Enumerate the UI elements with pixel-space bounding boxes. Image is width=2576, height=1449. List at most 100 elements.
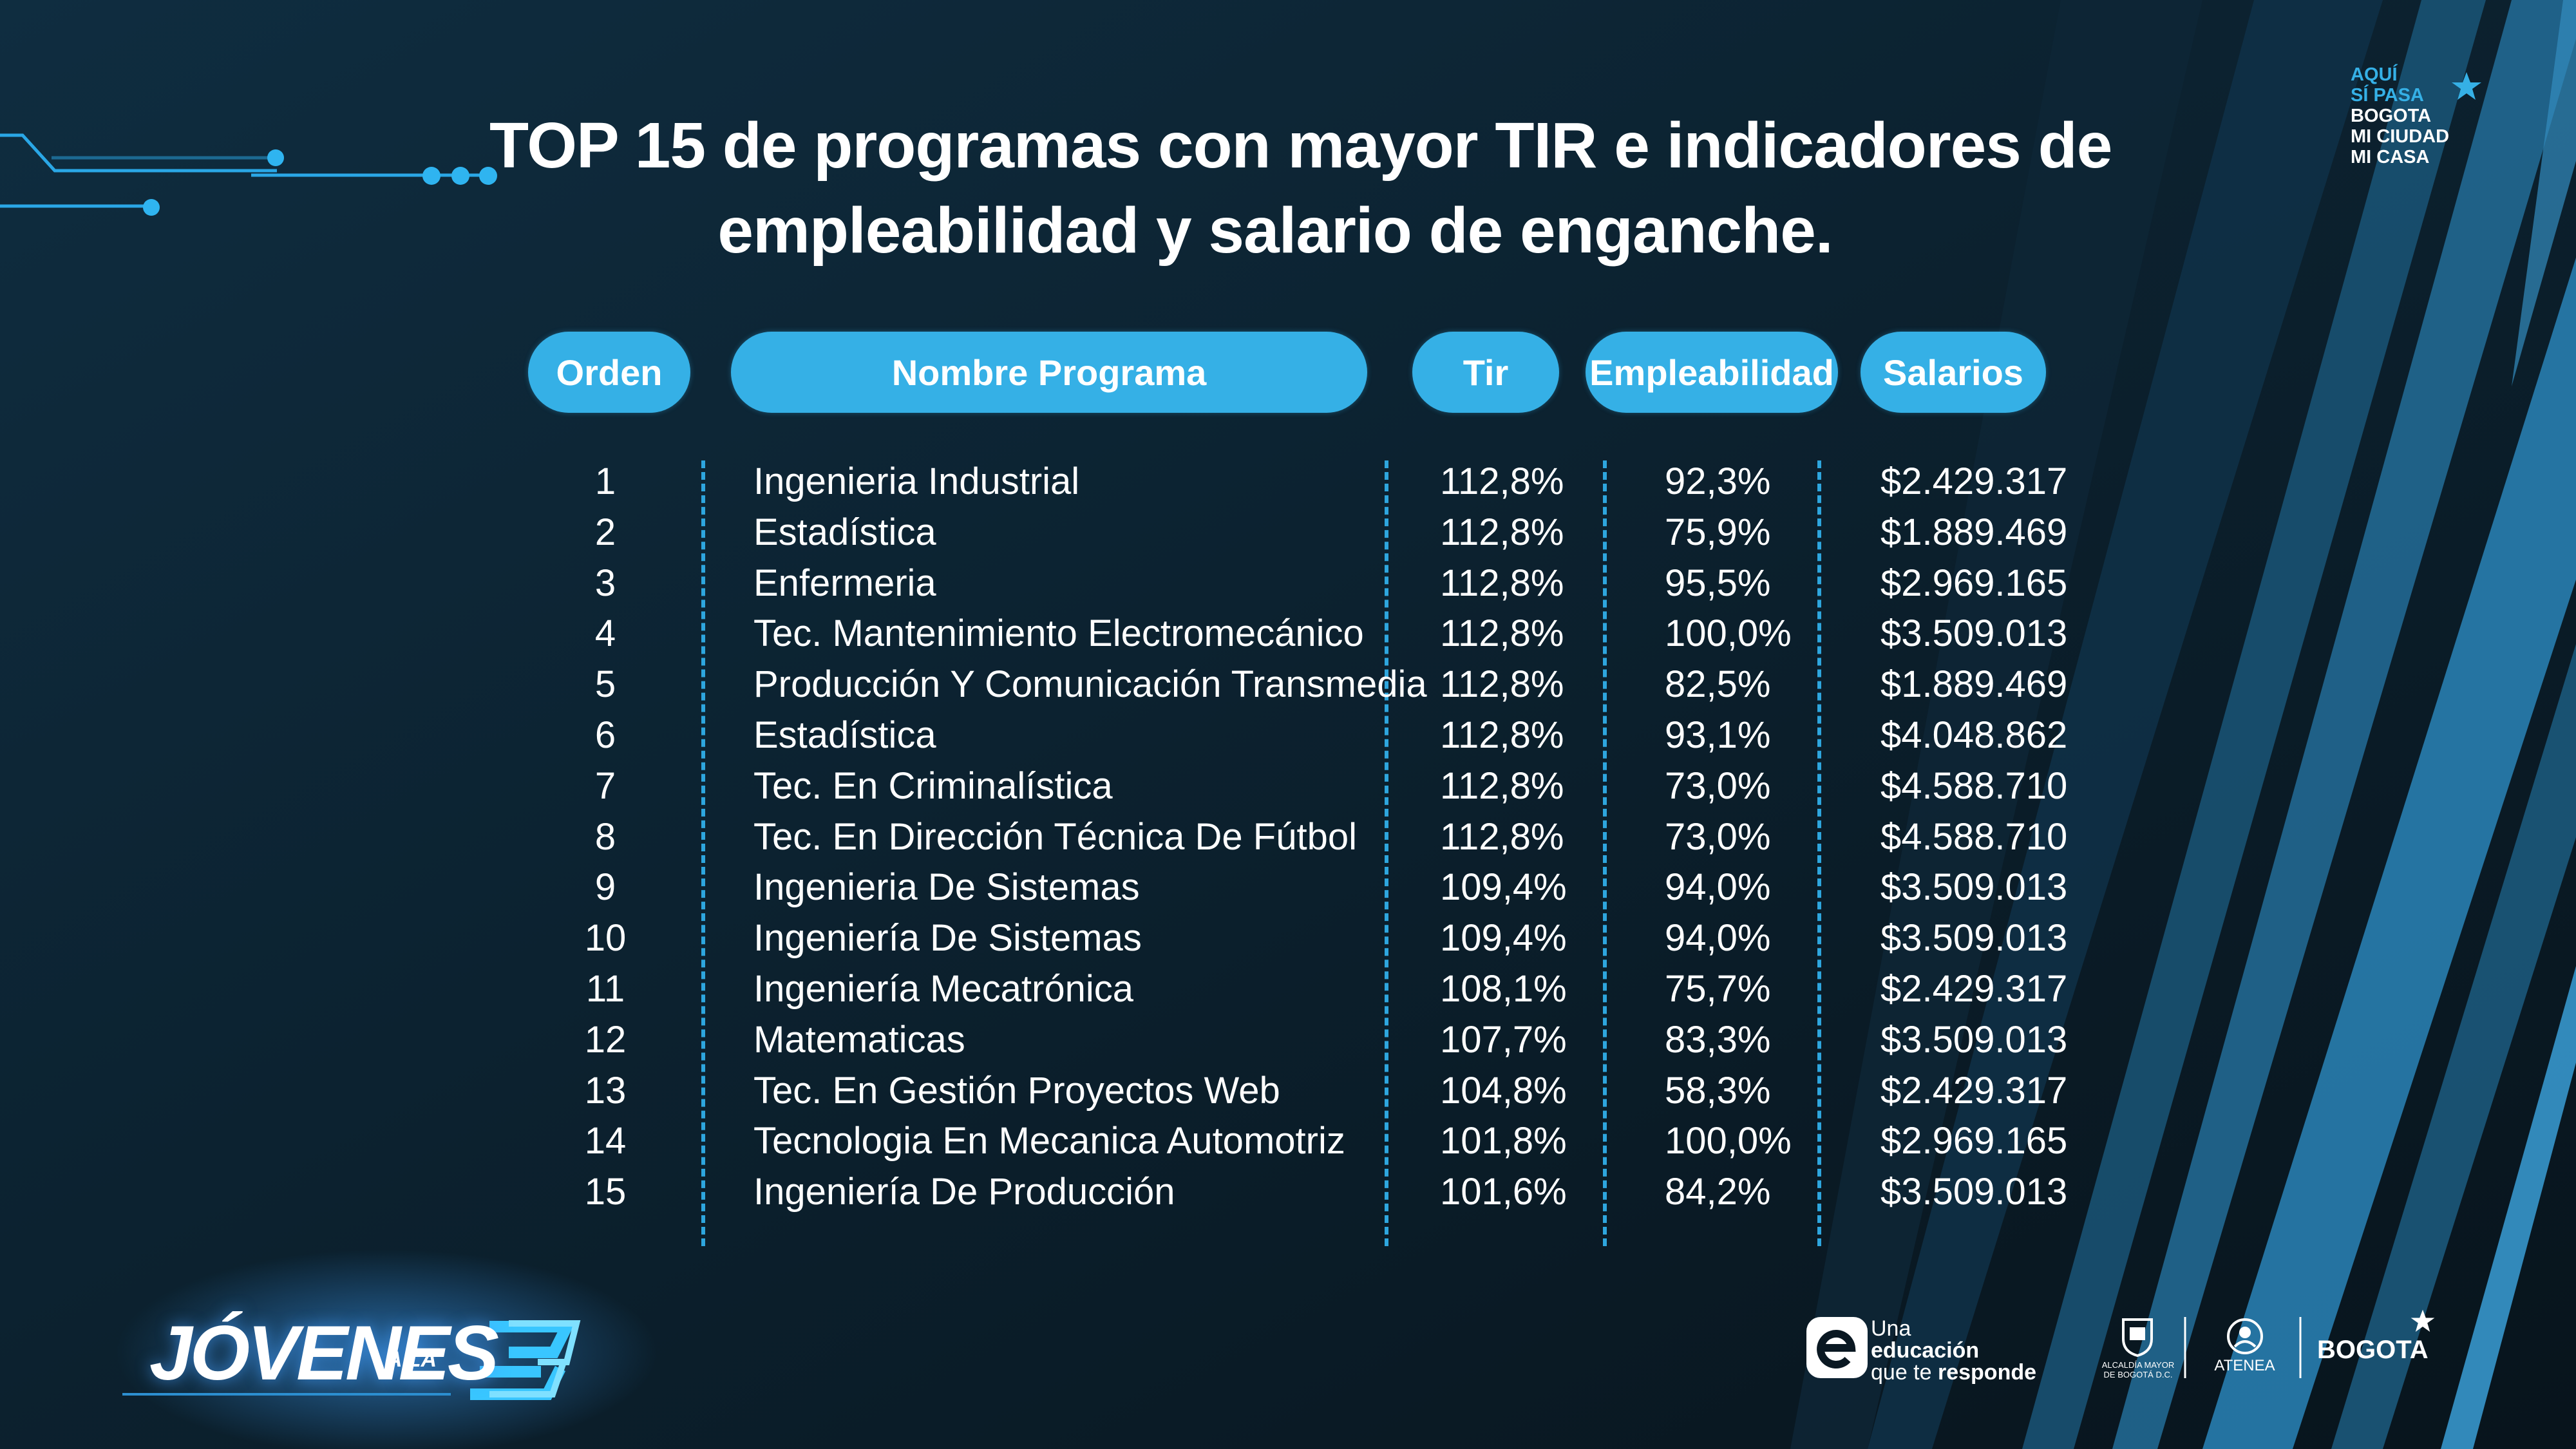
table-row: 15 Ingeniería De Producción 101,6% 84,2% $3.… [0,1166,2576,1217]
cell-empleabilidad: 94,0% [1665,917,1771,960]
table-row: 11 Ingeniería Mecatrónica 108,1% 75,7% $2.42… [0,963,2576,1014]
e-logo-icon [1806,1317,1868,1378]
jovenes-logo: JÓVENES [149,1310,499,1396]
cell-nombre-programa: Tec. En Criminalística [753,764,1113,807]
cell-tir: 109,4% [1440,917,1567,960]
cell-nombre-programa: Tec. Mantenimiento Electromecánico [753,612,1364,655]
cell-orden: 1 [594,460,616,502]
table-row: 13 Tec. En Gestión Proyectos Web 104,8% 58,… [0,1065,2576,1116]
cell-tir: 104,8% [1440,1069,1567,1112]
diagonal-stripes [1790,0,2576,1449]
header-empleabilidad: Empleabilidad [1586,332,1838,413]
column-divider [1817,460,1821,1246]
cell-salario: $3.509.013 [1880,1171,2068,1213]
logo-text: MI CIUDAD [2351,126,2450,147]
cell-orden: 8 [594,815,616,858]
cell-orden: 7 [594,764,616,807]
cell-empleabilidad: 73,0% [1665,764,1771,807]
column-divider [701,460,705,1246]
cell-nombre-programa: Ingenieria Industrial [753,460,1080,502]
aqui-si-pasa-bogota-logo: AQUÍ SÍ PASA BOGOTA MI CIUDAD MI CASA [2351,64,2486,180]
table-row: 9 Ingenieria De Sistemas 109,4% 94,0% $3.509… [0,862,2576,913]
cell-salario: $1.889.469 [1880,511,2068,553]
cell-tir: 101,8% [1440,1120,1567,1162]
slogan-line: responde [1937,1360,2037,1385]
cell-tir: 107,7% [1440,1018,1567,1061]
table-row: 3 Enfermeria 112,8% 95,5% $2.969.165 [0,558,2576,609]
cell-salario: $2.429.317 [1880,460,2068,502]
cell-nombre-programa: Estadística [753,511,936,553]
cell-empleabilidad: 82,5% [1665,663,1771,706]
table-row: 1 Ingenieria Industrial 112,8% 92,3% $2.429.… [0,456,2576,507]
atenea-emblem-icon [2227,1318,2263,1354]
cell-nombre-programa: Tecnologia En Mecanica Automotriz [753,1120,1345,1162]
table-row: 10 Ingeniería De Sistemas 109,4% 94,0% $3.50… [0,913,2576,963]
star-icon [2452,72,2481,100]
cell-empleabilidad: 58,3% [1665,1069,1771,1112]
table-row: 4 Tec. Mantenimiento Electromecánico 112,8… [0,608,2576,659]
cell-salario: $3.509.013 [1880,612,2068,655]
cell-empleabilidad: 83,3% [1665,1018,1771,1061]
page-title: TOP 15 de programas con mayor TIR e indi… [489,103,2112,273]
cell-orden: 4 [594,612,616,655]
slogan-line: Una [1871,1316,1911,1341]
logo-text: BOGOTA [2351,106,2432,126]
cell-salario: $3.509.013 [1880,866,2068,909]
cell-empleabilidad: 94,0% [1665,866,1771,909]
cell-nombre-programa: Producción Y Comunicación Transmedia [753,663,1427,706]
cell-salario: $3.509.013 [1880,917,2068,960]
table-row: 14 Tecnologia En Mecanica Automotriz 101,8… [0,1115,2576,1166]
alcaldia-text: DE BOGOTÁ D.C. [2103,1370,2173,1379]
cell-nombre-programa: Ingeniería Mecatrónica [753,968,1133,1010]
cell-orden: 6 [594,714,616,756]
cell-empleabilidad: 73,0% [1665,815,1771,858]
cell-salario: $3.509.013 [1880,1018,2068,1061]
title-line-2: empleabilidad y salario de enganche. [717,194,1833,267]
table-row: 2 Estadística 112,8% 75,9% $1.889.469 [0,507,2576,558]
cell-orden: 13 [584,1069,627,1112]
table-row: 7 Tec. En Criminalística 112,8% 73,0% $4.588… [0,761,2576,811]
header-tir: Tir [1412,332,1559,413]
logo-text: AQUÍ [2351,64,2398,85]
slogan-line: que te [1871,1360,1932,1385]
cell-nombre-programa: Tec. En Gestión Proyectos Web [753,1069,1280,1112]
cell-tir: 112,8% [1440,764,1564,807]
star-icon [2410,1309,2435,1332]
cell-orden: 15 [584,1171,627,1213]
cell-salario: $2.429.317 [1880,1069,2068,1112]
cell-tir: 112,8% [1440,612,1564,655]
cell-empleabilidad: 100,0% [1665,612,1792,655]
title-line-1: TOP 15 de programas con mayor TIR e indi… [489,109,2112,182]
table-row: 8 Tec. En Dirección Técnica De Fútbol 112,… [0,811,2576,862]
cell-nombre-programa: Ingeniería De Sistemas [753,917,1142,960]
cell-empleabilidad: 95,5% [1665,562,1771,604]
e3-logo-shape [470,1320,581,1400]
header-nombre-programa: Nombre Programa [731,332,1367,413]
jovenes-logo-a-la: A LA [386,1347,437,1372]
cell-salario: $1.889.469 [1880,663,2068,706]
cell-salario: $4.588.710 [1880,815,2068,858]
slogan-line: educación [1871,1338,1980,1363]
alcaldia-text: ALCALDÍA MAYOR [2101,1360,2175,1370]
cell-orden: 14 [584,1120,627,1162]
cell-nombre-programa: Tec. En Dirección Técnica De Fútbol [753,815,1358,858]
cell-salario: $2.969.165 [1880,562,2068,604]
column-divider [1603,460,1607,1246]
table-row: 12 Matematicas 107,7% 83,3% $3.509.013 [0,1014,2576,1065]
logo-text: SÍ PASA [2351,85,2424,106]
education-logo [1806,1317,1868,1381]
cell-nombre-programa: Matematicas [753,1018,965,1061]
cell-tir: 112,8% [1440,511,1564,553]
column-divider [1385,460,1388,1246]
cell-tir: 112,8% [1440,714,1564,756]
cell-orden: 2 [594,511,616,553]
cell-nombre-programa: Enfermeria [753,562,936,604]
header-orden: Orden [528,332,690,413]
cell-orden: 3 [594,562,616,604]
education-slogan: Una educación que te responde [1871,1318,2036,1383]
circuit-lines [0,133,489,208]
cell-empleabilidad: 75,7% [1665,968,1771,1010]
cell-nombre-programa: Estadística [753,714,936,756]
table-row: 5 Producción Y Comunicación Transmedia 112… [0,659,2576,710]
header-salarios: Salarios [1861,332,2046,413]
